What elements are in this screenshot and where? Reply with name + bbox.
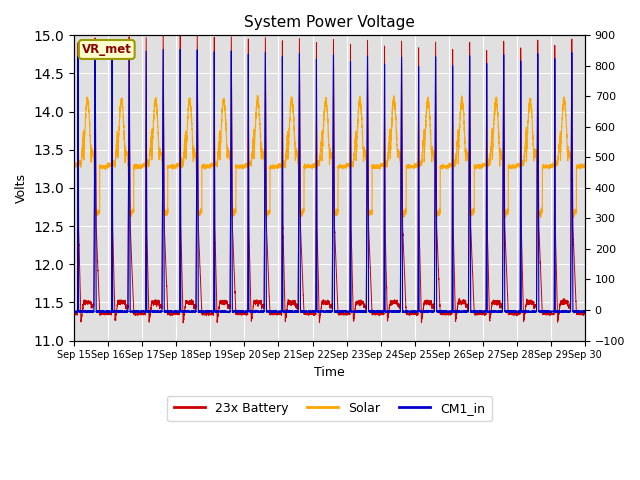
CM1_in <box>560 309 568 315</box>
Solar <box>70 162 78 168</box>
Line: 23x Battery: 23x Battery <box>74 36 585 323</box>
CM1_in <box>444 308 451 314</box>
CM1_in <box>581 309 589 314</box>
Solar <box>458 98 466 104</box>
23x Battery <box>179 320 187 326</box>
Solar <box>244 161 252 167</box>
23x Battery <box>244 298 252 303</box>
X-axis label: Time: Time <box>314 366 345 379</box>
Line: CM1_in: CM1_in <box>74 49 585 313</box>
CM1_in <box>70 309 78 314</box>
Line: Solar: Solar <box>74 96 585 218</box>
CM1_in <box>244 309 252 314</box>
Solar <box>581 162 589 168</box>
Solar <box>253 93 261 98</box>
Solar <box>560 97 568 103</box>
Solar <box>263 215 271 221</box>
CM1_in <box>472 310 480 316</box>
Title: System Power Voltage: System Power Voltage <box>244 15 415 30</box>
Solar <box>554 157 561 163</box>
23x Battery <box>560 300 568 306</box>
Y-axis label: Volts: Volts <box>15 173 28 203</box>
23x Battery <box>554 301 561 307</box>
23x Battery <box>312 254 320 260</box>
CM1_in <box>554 309 561 315</box>
23x Battery <box>444 311 451 317</box>
CM1_in <box>312 291 320 297</box>
Legend: 23x Battery, Solar, CM1_in: 23x Battery, Solar, CM1_in <box>168 396 492 421</box>
Solar <box>444 165 451 171</box>
23x Battery <box>70 311 78 317</box>
23x Battery <box>177 33 184 38</box>
Text: VR_met: VR_met <box>82 43 132 56</box>
CM1_in <box>458 309 466 314</box>
23x Battery <box>581 311 589 316</box>
Solar <box>312 153 320 158</box>
CM1_in <box>177 47 184 52</box>
23x Battery <box>458 300 466 306</box>
